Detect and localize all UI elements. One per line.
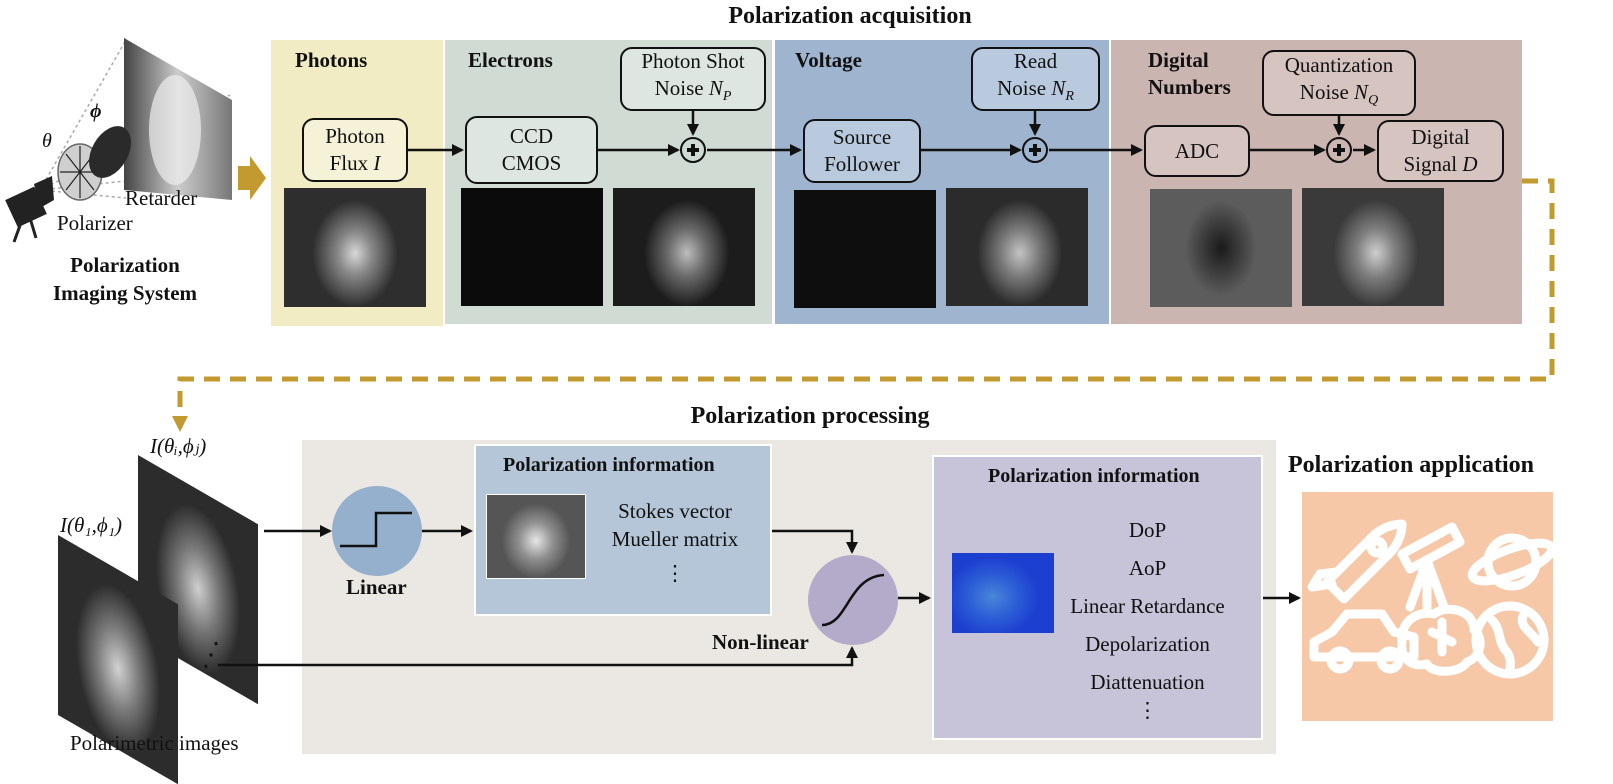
imaging-system-illustration [5, 38, 232, 243]
photon-flux-line2: Flux [329, 151, 369, 175]
info-thumbnail-2 [952, 553, 1054, 633]
globe-icon [1471, 601, 1549, 679]
imaging-system-label: Polarization Imaging System [20, 251, 230, 307]
read-noise-line2: Noise [997, 75, 1047, 100]
voltage-signal-image [946, 188, 1088, 306]
info1-ellipsis: ⋮ [664, 561, 686, 585]
adc-label: ADC [1174, 138, 1220, 163]
info-box-2 [932, 455, 1263, 740]
photon-flux-image [284, 188, 426, 307]
ccd-cmos-box: CCD CMOS [465, 116, 598, 184]
info-thumbnail-1 [486, 494, 586, 579]
quant-noise-var: N [1354, 79, 1369, 104]
photon-flux-box: Photon Flux I [302, 118, 408, 182]
shot-noise-line2: Noise [654, 75, 704, 100]
info-title-2: Polarization information [988, 465, 1200, 487]
application-title: Polarization application [1288, 452, 1534, 478]
linear-node [332, 486, 422, 576]
read-noise-box: Read Noise NR [971, 47, 1100, 111]
nonlinear-node [808, 555, 898, 645]
digital-signal-image [1302, 188, 1444, 306]
retarder-label: Retarder [125, 186, 198, 210]
info1-mueller: Mueller matrix [611, 527, 739, 551]
digital-signal-line1: Digital [1411, 125, 1470, 149]
info2-diattenuation: Diattenuation [1090, 670, 1205, 694]
adc-image [1150, 189, 1292, 307]
info2-depolarization: Depolarization [1085, 632, 1210, 656]
telescope-icon [1397, 522, 1465, 612]
source-follower-line1: Source [832, 125, 892, 149]
digital-signal-line2: Signal [1403, 152, 1458, 176]
info-title-1: Polarization information [503, 454, 715, 476]
photons-title: Photons [295, 48, 368, 72]
info2-aop: AoP [1128, 556, 1167, 580]
info2-ellipsis: ⋮ [1137, 698, 1158, 722]
quant-noise-box: Quantization Noise NQ [1262, 50, 1416, 116]
read-noise-var: N [1051, 75, 1066, 100]
source-follower-box: Source Follower [803, 119, 921, 183]
add-quant-noise-icon [1326, 137, 1352, 163]
info2-linear-retardance: Linear Retardance [1070, 594, 1225, 618]
planet-icon [1467, 533, 1553, 591]
add-shot-noise-icon [680, 137, 706, 163]
sigmoid-icon [821, 573, 885, 627]
polarizer-label: Polarizer [57, 211, 133, 235]
imaging-system-label-line2: Imaging System [52, 281, 198, 305]
theta-label: θ [42, 130, 52, 152]
rocket-icon [1307, 519, 1407, 604]
imaging-system-label-line1: Polarization [70, 253, 180, 277]
shot-noise-box: Photon Shot Noise NP [620, 47, 766, 111]
add-read-noise-icon [1022, 137, 1048, 163]
digital-signal-box: Digital Signal D [1377, 120, 1504, 182]
voltage-noise-image [794, 190, 936, 308]
read-noise-sub: R [1065, 89, 1074, 105]
info2-dop: DoP [1128, 518, 1167, 542]
shot-noise-sub: P [722, 89, 732, 105]
electrons-title: Electrons [468, 48, 553, 72]
quant-noise-line1: Quantization [1284, 52, 1394, 77]
image-label-1: I(θ₁,ϕ₁) [60, 513, 123, 537]
ccd-line2: CMOS [501, 151, 562, 175]
ccd-line1: CCD [509, 124, 554, 148]
digital-title-line1: Digital [1148, 48, 1209, 72]
car-icon [1309, 609, 1419, 674]
source-follower-line2: Follower [824, 152, 900, 176]
adc-box: ADC [1144, 125, 1250, 177]
polarimetric-images-label: Polarimetric images [70, 731, 239, 755]
nonlinear-label: Non-linear [712, 630, 809, 654]
electrons-signal-image [613, 188, 755, 306]
quant-noise-sub: Q [1368, 93, 1379, 109]
phi-label: ϕ [90, 100, 102, 122]
application-icons [1307, 519, 1553, 679]
gold-arrow-icon [238, 156, 266, 200]
voltage-title: Voltage [795, 48, 862, 72]
info1-stokes: Stokes vector [618, 499, 732, 523]
photon-flux-line1: Photon [325, 124, 385, 148]
quant-noise-line2: Noise [1299, 79, 1349, 104]
shot-noise-line1: Photon Shot [641, 48, 745, 73]
electrons-noise-image [461, 188, 603, 306]
image-label-j: I(θᵢ,ϕⱼ) [150, 434, 207, 458]
shot-noise-var: N [708, 75, 723, 100]
acquisition-title: Polarization acquisition [728, 3, 972, 29]
step-function-icon [340, 511, 412, 548]
digital-numbers-title: Digital Numbers [1148, 47, 1231, 101]
linear-label: Linear [346, 575, 407, 599]
read-noise-line1: Read [1013, 48, 1058, 73]
digital-signal-var: D [1462, 152, 1478, 176]
photon-flux-var: I [373, 151, 381, 175]
processing-title: Polarization processing [690, 403, 930, 429]
digital-title-line2: Numbers [1148, 75, 1231, 99]
